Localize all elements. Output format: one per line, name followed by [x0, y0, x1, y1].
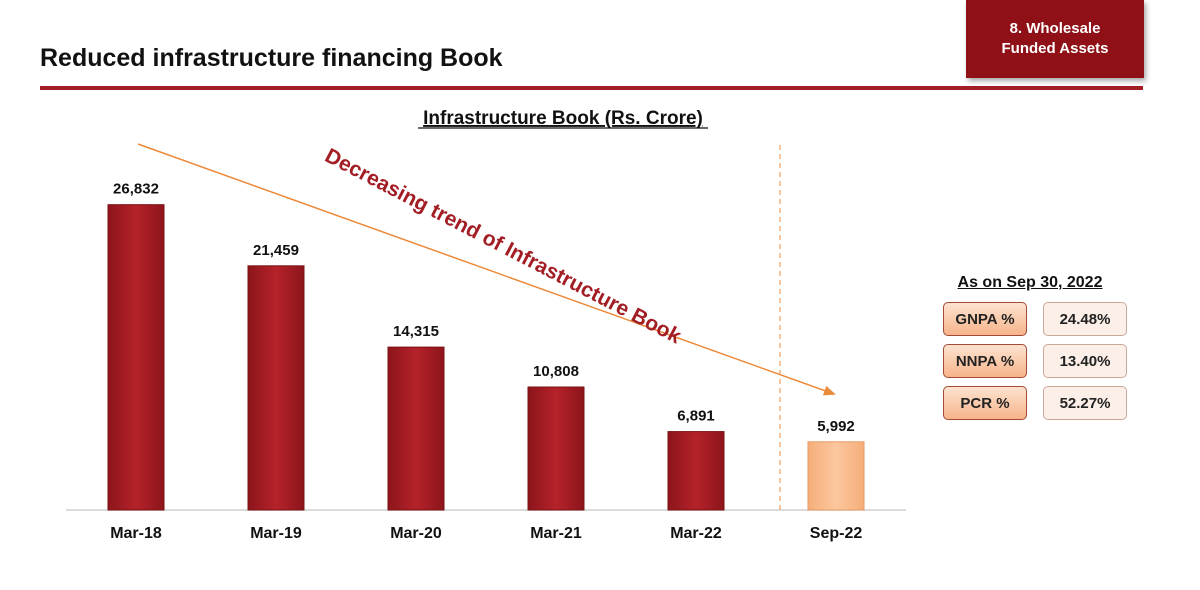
x-tick-label: Mar-20 — [390, 525, 442, 542]
chart-title: Infrastructure Book (Rs. Crore) — [423, 108, 703, 129]
npa-metrics-panel: As on Sep 30, 2022 GNPA % 24.48% NNPA % … — [935, 274, 1135, 428]
x-tick-label: Mar-22 — [670, 525, 722, 542]
bar-mar-18 — [107, 204, 165, 511]
data-label: 5,992 — [817, 418, 855, 435]
metric-label: PCR % — [943, 386, 1027, 420]
metric-row-nnpa: NNPA % 13.40% — [943, 344, 1135, 378]
bar-mar-22 — [667, 431, 725, 511]
x-tick-label: Sep-22 — [810, 525, 863, 542]
bar-mar-21 — [527, 386, 585, 511]
section-tag-line2: Funded Assets — [1001, 40, 1109, 57]
page-title: Reduced infrastructure financing Book — [40, 44, 503, 72]
infrastructure-book-chart: Infrastructure Book (Rs. Crore) 26,832 Mar… — [66, 108, 906, 542]
data-label: 21,459 — [253, 242, 299, 259]
metric-row-pcr: PCR % 52.27% — [943, 386, 1135, 420]
section-tag: 8. Wholesale Funded Assets — [966, 0, 1144, 78]
x-tick-label: Mar-19 — [250, 525, 302, 542]
title-divider — [40, 86, 1143, 90]
data-label: 14,315 — [393, 323, 439, 340]
metrics-heading: As on Sep 30, 2022 — [957, 274, 1103, 291]
data-label: 26,832 — [113, 181, 159, 198]
trend-annotation: Decreasing trend of Infrastructure Book — [321, 144, 685, 348]
data-label: 10,808 — [533, 363, 579, 380]
x-tick-label: Mar-18 — [110, 525, 162, 542]
metric-row-gnpa: GNPA % 24.48% — [943, 302, 1135, 336]
metric-value: 13.40% — [1043, 344, 1127, 378]
data-label: 6,891 — [677, 408, 715, 425]
metric-value: 24.48% — [1043, 302, 1127, 336]
bar-mar-19 — [247, 265, 305, 511]
bar-sep-22 — [807, 441, 865, 511]
metric-label: NNPA % — [943, 344, 1027, 378]
metric-label: GNPA % — [943, 302, 1027, 336]
chart-area: Infrastructure Book (Rs. Crore) 26,832 Mar… — [0, 100, 930, 560]
metric-value: 52.27% — [1043, 386, 1127, 420]
trend-arrow — [137, 143, 836, 396]
bar-mar-20 — [387, 346, 445, 511]
section-tag-line1: 8. Wholesale — [1009, 20, 1101, 37]
x-tick-label: Mar-21 — [530, 525, 582, 542]
